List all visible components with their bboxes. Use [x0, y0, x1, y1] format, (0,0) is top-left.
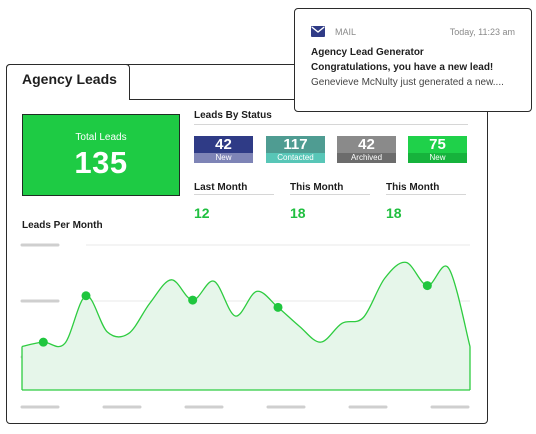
this-month-label-2: This Month: [386, 182, 440, 193]
badge-label: Contacted: [266, 153, 325, 163]
badge-count: 75: [408, 136, 467, 153]
badge-label: New: [408, 153, 467, 163]
total-leads-label: Total Leads: [75, 132, 127, 143]
last-month-value: 12: [194, 205, 210, 221]
leads-by-status-title: Leads By Status: [194, 110, 272, 121]
data-point[interactable]: [422, 281, 432, 291]
badge-count: 42: [337, 136, 396, 153]
mail-icon: [311, 26, 325, 37]
mail-preview: Genevieve McNulty just generated a new..…: [311, 77, 504, 88]
divider: [194, 194, 274, 195]
data-point[interactable]: [38, 337, 48, 347]
badge-label: Archived: [337, 153, 396, 163]
badge-label: New: [194, 153, 253, 163]
last-month-label: Last Month: [194, 182, 248, 193]
total-leads-box: Total Leads 135: [22, 114, 180, 196]
badge-count: 42: [194, 136, 253, 153]
chart-area-fill: [22, 262, 470, 390]
tab-title: Agency Leads: [22, 71, 117, 87]
this-month-label: This Month: [290, 182, 344, 193]
status-badge-new-2[interactable]: 75 New: [408, 136, 467, 163]
status-badge-contacted[interactable]: 117 Contacted: [266, 136, 325, 163]
mail-subject: Congratulations, you have a new lead!: [311, 62, 494, 73]
this-month-value: 18: [290, 205, 306, 221]
mail-sender: Agency Lead Generator: [311, 47, 424, 58]
tab-agency-leads[interactable]: [6, 64, 130, 100]
status-badge-new[interactable]: 42 New: [194, 136, 253, 163]
divider: [290, 194, 370, 195]
mail-timestamp: Today, 11:23 am: [449, 27, 515, 37]
mail-notification[interactable]: MAIL Today, 11:23 am Agency Lead Generat…: [294, 8, 532, 112]
divider: [386, 194, 466, 195]
data-point[interactable]: [273, 302, 283, 312]
this-month-value-2: 18: [386, 205, 402, 221]
leads-per-month-title: Leads Per Month: [22, 220, 103, 231]
divider: [194, 124, 468, 125]
status-badge-archived[interactable]: 42 Archived: [337, 136, 396, 163]
total-leads-value: 135: [74, 145, 128, 180]
data-point[interactable]: [188, 295, 198, 305]
badge-count: 117: [266, 136, 325, 153]
mail-app-name: MAIL: [335, 27, 357, 37]
chart-series-line: [21, 261, 471, 348]
data-point[interactable]: [81, 291, 91, 301]
